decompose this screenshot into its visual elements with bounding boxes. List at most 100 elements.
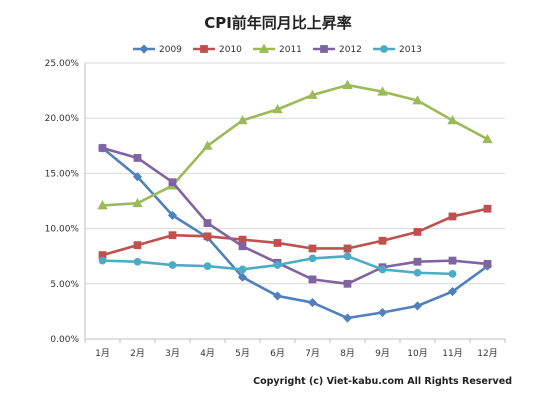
y-tick-label: 15.00% xyxy=(45,169,80,179)
data-point-2012 xyxy=(413,257,422,266)
y-tick-label: 0.00% xyxy=(50,335,79,345)
data-point-2012 xyxy=(308,275,317,284)
data-point-2011 xyxy=(412,95,423,105)
data-point-2013 xyxy=(203,262,212,271)
data-point-2011 xyxy=(202,140,213,150)
series-2013 xyxy=(98,252,457,278)
x-tick-label: 9月 xyxy=(375,348,390,359)
data-point-2013 xyxy=(98,256,107,265)
legend-swatch-marker xyxy=(139,44,149,54)
data-point-2010 xyxy=(168,231,177,240)
data-point-2010 xyxy=(203,232,212,241)
data-point-2009 xyxy=(167,210,178,220)
series-2010 xyxy=(98,204,492,259)
legend-swatch-marker xyxy=(380,45,388,53)
x-axis-ticks: 1月 2月 3月 4月 5月 6月 7月 8月 9月 10月 11月 12月 xyxy=(84,339,506,359)
chart-title: CPI前年同月比上昇率 xyxy=(204,14,352,32)
data-point-2010 xyxy=(238,235,247,244)
y-tick-label: 25.00% xyxy=(45,59,80,69)
legend-item-2013: 2013 xyxy=(373,45,422,55)
data-point-2010 xyxy=(273,239,282,247)
data-point-2012 xyxy=(133,154,142,162)
x-tick-label: 2月 xyxy=(130,348,145,359)
legend-item-2009: 2009 xyxy=(133,44,182,55)
series-line-2009 xyxy=(101,146,489,320)
legend-swatch-marker xyxy=(200,45,208,53)
data-point-2011 xyxy=(97,200,108,210)
data-point-2010 xyxy=(308,244,317,253)
data-point-2009 xyxy=(272,291,283,301)
legend-label: 2010 xyxy=(219,45,242,55)
x-tick-label: 5月 xyxy=(235,348,250,359)
data-point-2013 xyxy=(448,269,457,278)
x-tick-label: 1月 xyxy=(95,348,110,359)
data-point-2012 xyxy=(483,260,492,268)
legend-item-2010: 2010 xyxy=(193,45,242,55)
data-point-2013 xyxy=(343,252,352,261)
copyright-notice: Copyright (c) Viet-kabu.com All Rights R… xyxy=(253,376,512,387)
data-point-2011 xyxy=(377,86,388,96)
data-point-2010 xyxy=(378,236,387,245)
series-line-2012 xyxy=(101,146,489,286)
data-point-2012 xyxy=(448,256,457,265)
series-line-2010 xyxy=(101,207,489,257)
data-point-2013 xyxy=(168,261,177,269)
data-point-2012 xyxy=(238,242,247,251)
data-point-2009 xyxy=(447,286,458,297)
data-point-2011 xyxy=(272,104,283,114)
plot-area xyxy=(97,79,493,323)
legend-label: 2013 xyxy=(399,45,422,55)
data-point-2012 xyxy=(98,144,107,152)
y-tick-label: 5.00% xyxy=(50,280,79,290)
data-point-2009 xyxy=(132,172,143,182)
data-point-2013 xyxy=(378,265,387,274)
data-point-2010 xyxy=(133,241,142,250)
series-line-2011 xyxy=(101,83,489,207)
data-point-2011 xyxy=(237,115,248,125)
y-axis-ticks: 0.00% 5.00% 10.00% 15.00% 20.00% 25.00% xyxy=(45,59,80,345)
data-point-2011 xyxy=(447,115,458,125)
data-point-2009 xyxy=(412,301,423,311)
data-point-2011 xyxy=(307,89,318,99)
x-tick-label: 12月 xyxy=(477,348,497,359)
data-point-2012 xyxy=(168,178,177,187)
data-point-2009 xyxy=(237,272,248,282)
legend-swatch-marker xyxy=(258,43,270,53)
legend-label: 2012 xyxy=(339,45,362,55)
data-point-2013 xyxy=(413,268,422,277)
x-tick-label: 7月 xyxy=(305,348,320,359)
x-tick-label: 4月 xyxy=(200,348,215,359)
x-tick-label: 10月 xyxy=(407,348,427,359)
chart-legend: 2009 2010 2011 2012 2013 xyxy=(133,43,422,55)
x-tick-label: 8月 xyxy=(340,348,355,359)
series-2012 xyxy=(98,144,492,288)
x-tick-label: 3月 xyxy=(165,348,180,359)
legend-item-2011: 2011 xyxy=(253,43,302,55)
data-point-2010 xyxy=(343,244,352,253)
data-point-2010 xyxy=(413,228,422,236)
legend-label: 2011 xyxy=(279,45,302,55)
data-point-2013 xyxy=(238,265,247,274)
data-point-2011 xyxy=(342,79,353,89)
data-point-2012 xyxy=(203,219,212,227)
legend-swatch-marker xyxy=(320,45,328,53)
data-point-2011 xyxy=(482,133,493,144)
data-point-2012 xyxy=(343,279,352,288)
data-point-2013 xyxy=(273,261,282,269)
data-point-2010 xyxy=(483,204,492,213)
x-tick-label: 11月 xyxy=(442,348,462,359)
y-gridlines xyxy=(84,62,505,340)
legend-label: 2009 xyxy=(159,45,182,55)
series-2011 xyxy=(97,79,493,210)
y-tick-label: 20.00% xyxy=(45,114,80,124)
legend-item-2012: 2012 xyxy=(313,45,362,55)
y-tick-label: 10.00% xyxy=(45,225,80,235)
data-point-2013 xyxy=(308,254,317,263)
data-point-2013 xyxy=(133,257,142,266)
data-point-2009 xyxy=(377,307,388,318)
data-point-2010 xyxy=(448,212,457,221)
data-point-2009 xyxy=(342,313,353,323)
data-point-2011 xyxy=(132,197,143,208)
x-tick-label: 6月 xyxy=(270,348,285,359)
